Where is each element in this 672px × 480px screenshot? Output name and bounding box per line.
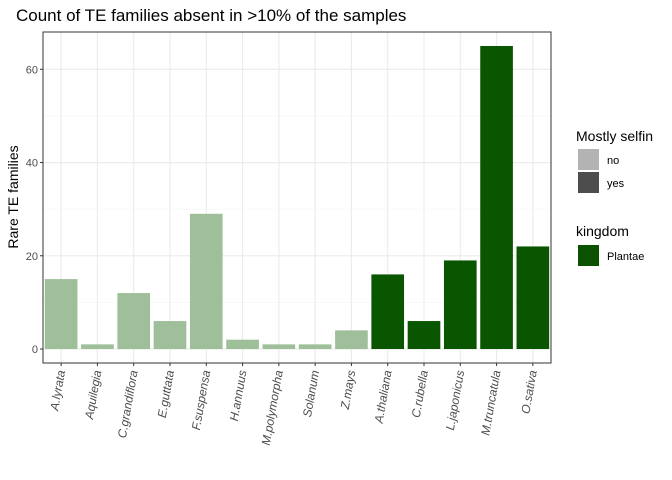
legend-title-selfing: Mostly selfin: [576, 128, 653, 144]
x-tick-label: C.grandiflora: [115, 369, 141, 439]
legend-key-yes: [578, 172, 599, 193]
x-tick-label: Solanum: [300, 369, 322, 418]
x-tick-label: M.truncatula: [478, 369, 503, 437]
y-tick-label: 40: [26, 158, 38, 170]
y-tick-label: 0: [32, 344, 38, 356]
y-axis-title: Rare TE families: [5, 145, 21, 248]
legend-key-plantae: [578, 245, 599, 266]
legend-label-yes: yes: [607, 178, 625, 190]
x-tick-label: Z.mays: [338, 369, 359, 411]
x-tick-label: M.polymorpha: [259, 369, 286, 447]
bar-m-polymorpha: [262, 344, 296, 350]
x-tick-label: O.sativa: [518, 369, 539, 415]
x-tick-label: C.rubella: [409, 369, 431, 419]
y-tick-label: 20: [26, 251, 38, 263]
x-tick-label: A.thaliana: [371, 369, 394, 425]
bar-c-rubella: [407, 321, 441, 350]
y-tick-label: 60: [26, 64, 38, 76]
legend-kingdom: kingdom Plantae: [576, 223, 644, 266]
bar-l-japonicus: [443, 260, 477, 350]
bar-e-guttata: [153, 321, 187, 350]
x-tick-label: L.japonicus: [443, 369, 467, 431]
bar-a-thaliana: [371, 274, 405, 350]
x-tick-label: F.suspensa: [189, 369, 213, 431]
x-tick-label: Aquilegia: [82, 369, 105, 421]
bar-z-mays: [335, 330, 368, 350]
legend-label-no: no: [607, 155, 619, 167]
bar-aquilegia: [81, 344, 114, 350]
bar-f-suspensa: [189, 213, 223, 350]
bar-m-truncatula: [480, 45, 513, 350]
bar-o-sativa: [516, 246, 550, 350]
legend-key-no: [578, 149, 599, 170]
legend-title-kingdom: kingdom: [576, 223, 629, 239]
bar-a-lyrata: [44, 279, 78, 350]
bar-solanum: [298, 344, 332, 350]
chart-title: Count of TE families absent in >10% of t…: [16, 6, 406, 25]
bar-h-annuus: [226, 339, 259, 350]
bars: [44, 45, 550, 350]
x-tick-label: H.annuus: [227, 369, 250, 422]
x-axis: A.lyrata Aquilegia C.grandiflora E.guttata F…: [47, 363, 540, 446]
x-tick-label: A.lyrata: [47, 369, 68, 413]
plot-panel: [42, 31, 552, 364]
legend-mostly-selfing: Mostly selfin no yes: [576, 128, 653, 193]
bar-c-grandiflora: [117, 293, 151, 350]
x-tick-label: E.guttata: [155, 369, 177, 419]
legend-label-plantae: Plantae: [607, 251, 644, 263]
y-axis: 0 20 40 60: [26, 64, 43, 356]
